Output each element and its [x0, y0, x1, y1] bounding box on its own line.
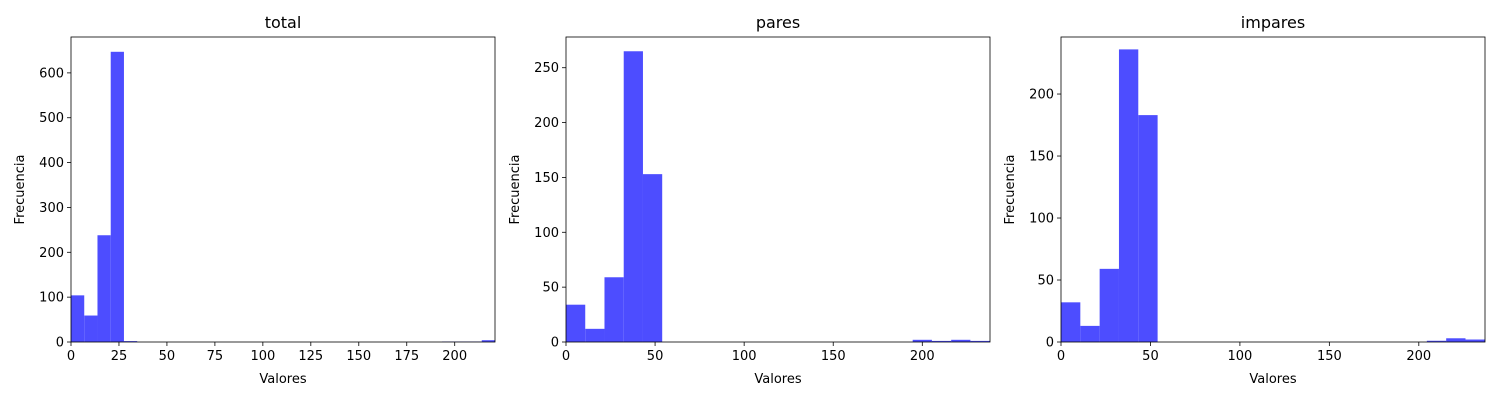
- histogram-bar: [1426, 340, 1447, 342]
- y-tick-label: 200: [1029, 88, 1054, 103]
- histogram-bar: [1099, 268, 1119, 342]
- chart-panel-pares: 0 50 100 150 200 0 50 100 150 200 250 pares Valores F…: [508, 13, 991, 387]
- x-axis-label: Valores: [259, 372, 306, 387]
- histogram-bar: [970, 340, 990, 342]
- y-tick-label: 200: [39, 246, 64, 261]
- y-axis-label: Frecuencia: [508, 155, 523, 225]
- histogram-bar: [931, 340, 952, 342]
- histogram-bar: [585, 328, 605, 342]
- histogram-bar: [623, 51, 643, 343]
- x-tick-label: 200: [910, 349, 935, 364]
- y-tick-label: 150: [534, 171, 559, 186]
- chart-title: impares: [1241, 13, 1305, 32]
- y-tick-label: 50: [542, 281, 559, 296]
- y-tick-label: 400: [39, 156, 64, 171]
- y-tick-label: 0: [1046, 336, 1054, 351]
- y-tick-label: 150: [1029, 150, 1054, 165]
- histogram-bar: [1061, 302, 1081, 342]
- histogram-bar: [84, 315, 98, 342]
- x-tick-label: 0: [1057, 349, 1065, 364]
- plot-frame: [70, 36, 496, 343]
- histogram-bar: [97, 235, 111, 342]
- y-tick-label: 100: [1029, 212, 1054, 227]
- x-tick-label: 200: [1406, 349, 1431, 364]
- x-tick-label: 50: [159, 349, 176, 364]
- plot-frame: [565, 36, 991, 343]
- x-axis-label: Valores: [754, 372, 801, 387]
- y-axis-label: Frecuencia: [13, 155, 28, 225]
- histogram-bar: [951, 339, 971, 342]
- x-tick-label: 175: [394, 349, 419, 364]
- histogram-bar: [604, 277, 624, 342]
- y-axis-label: Frecuencia: [1003, 155, 1018, 225]
- y-tick-label: 300: [39, 201, 64, 216]
- x-tick-label: 0: [67, 349, 75, 364]
- y-tick-label: 500: [39, 111, 64, 126]
- x-tick-label: 25: [111, 349, 128, 364]
- histogram-bar: [1465, 339, 1485, 342]
- chart-panel-total: 0 25 50 75 100 125 150 175 200 0 100 200 300 400 500 60…: [13, 13, 496, 387]
- x-tick-label: 100: [250, 349, 275, 364]
- chart-title: pares: [756, 13, 800, 32]
- y-tick-label: 50: [1037, 274, 1054, 289]
- x-tick-label: 150: [1317, 349, 1342, 364]
- x-tick-label: 200: [442, 349, 467, 364]
- x-tick-label: 50: [647, 349, 664, 364]
- x-tick-label: 50: [1142, 349, 1159, 364]
- chart-panel-impares: 0 50 100 150 200 0 50 100 150 200 impares Valores Fr…: [1003, 13, 1486, 387]
- x-tick-label: 75: [207, 349, 224, 364]
- y-tick-label: 0: [56, 336, 64, 351]
- chart-title: total: [265, 13, 302, 32]
- x-axis-label: Valores: [1249, 372, 1296, 387]
- histogram-bar: [912, 339, 932, 342]
- plot-frame: [1060, 36, 1486, 343]
- histogram-bar: [1446, 338, 1466, 342]
- histogram-bar: [71, 295, 85, 342]
- y-tick-label: 100: [534, 226, 559, 241]
- histogram-bar: [1080, 325, 1100, 342]
- y-tick-label: 200: [534, 116, 559, 131]
- y-tick-label: 250: [534, 61, 559, 76]
- y-tick-label: 100: [39, 291, 64, 306]
- y-tick-label: 600: [39, 66, 64, 81]
- histogram-bar: [110, 51, 124, 342]
- histogram-bar: [1138, 115, 1158, 342]
- histogram-bar: [566, 304, 586, 342]
- histogram-bar: [642, 174, 663, 342]
- x-tick-label: 100: [732, 349, 757, 364]
- x-tick-label: 150: [821, 349, 846, 364]
- histogram-bar: [1118, 49, 1139, 342]
- y-tick-label: 0: [551, 336, 559, 351]
- histogram-bar: [481, 340, 495, 342]
- x-tick-label: 150: [346, 349, 371, 364]
- histogram-bar: [123, 341, 138, 342]
- x-tick-label: 100: [1227, 349, 1252, 364]
- x-tick-label: 125: [298, 349, 323, 364]
- x-tick-label: 0: [562, 349, 570, 364]
